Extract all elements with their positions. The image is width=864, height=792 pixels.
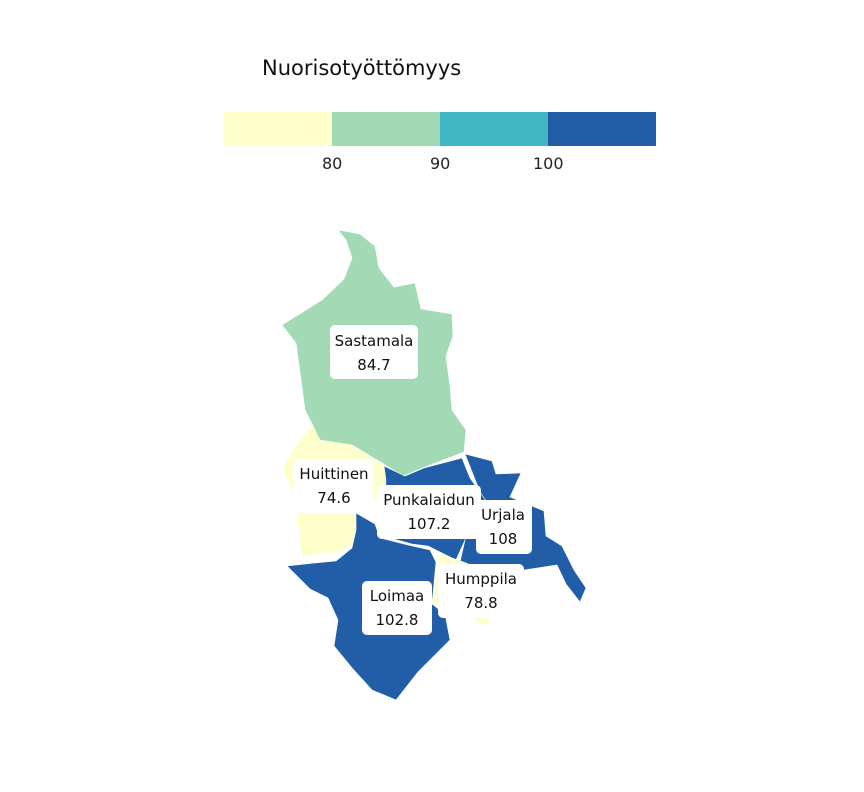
label-humppila-value: 78.8: [464, 594, 497, 612]
label-huittinen-value: 74.6: [317, 489, 350, 507]
label-sastamala-name: Sastamala: [335, 332, 414, 350]
label-urjala-value: 108: [489, 530, 518, 548]
label-loimaa-name: Loimaa: [370, 587, 424, 605]
legend-bin-3: [440, 112, 548, 146]
label-loimaa: Loimaa 102.8: [362, 581, 432, 635]
legend-bin-4: [548, 112, 656, 146]
label-sastamala: Sastamala 84.7: [330, 325, 418, 379]
label-loimaa-value: 102.8: [376, 611, 419, 629]
label-huittinen-name: Huittinen: [299, 465, 368, 483]
legend-break-100: 100: [533, 154, 564, 173]
label-punkalaidun-value: 107.2: [408, 515, 451, 533]
label-humppila: Humppila 78.8: [438, 564, 524, 618]
legend-bin-1: [224, 112, 332, 146]
label-huittinen: Huittinen 74.6: [294, 459, 374, 513]
label-sastamala-value: 84.7: [357, 356, 390, 374]
label-punkalaidun-name: Punkalaidun: [383, 491, 474, 509]
legend-title: Nuorisotyöttömyys: [262, 56, 462, 80]
label-punkalaidun: Punkalaidun 107.2: [377, 485, 481, 539]
label-urjala: Urjala 108: [476, 500, 532, 554]
label-urjala-name: Urjala: [481, 506, 525, 524]
legend-break-90: 90: [430, 154, 451, 173]
legend-bin-2: [332, 112, 440, 146]
label-humppila-name: Humppila: [445, 570, 517, 588]
legend-break-80: 80: [322, 154, 343, 173]
